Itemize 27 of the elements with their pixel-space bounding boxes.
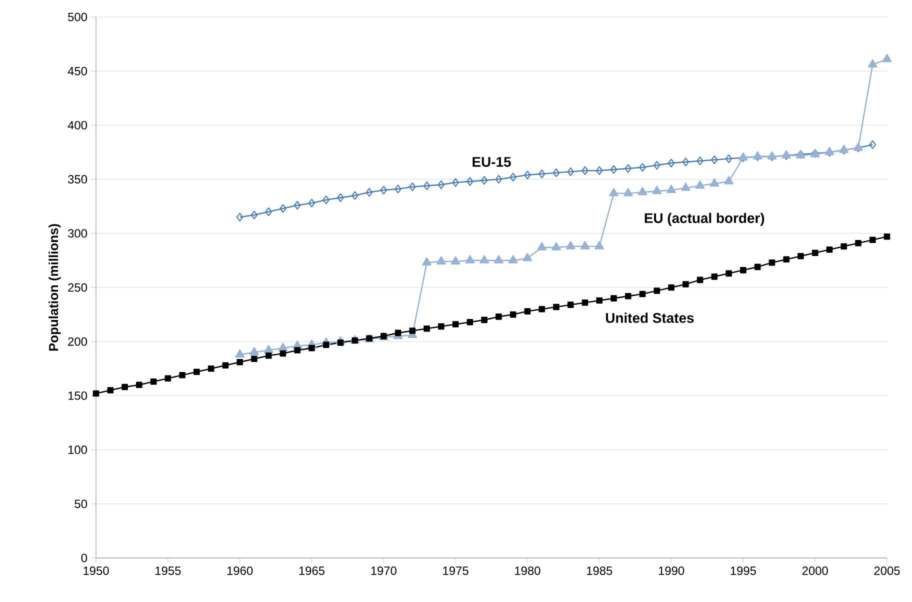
x-tick-label: 1990 xyxy=(658,566,684,575)
y-tick-label: 0 xyxy=(81,554,88,562)
x-tick-label: 2000 xyxy=(802,566,828,575)
series-label: EU (actual border) xyxy=(644,212,764,226)
x-tick-label: 1970 xyxy=(371,566,396,575)
x-tick-label: 1950 xyxy=(84,566,109,575)
x-tick-label: 1980 xyxy=(515,566,540,575)
y-tick-label: 450 xyxy=(68,66,88,76)
x-tick-label: 1975 xyxy=(443,566,468,575)
y-tick-label: 100 xyxy=(68,446,88,454)
series-label: United States xyxy=(606,312,694,323)
x-tick-label: 1985 xyxy=(586,566,612,575)
y-tick-label: 50 xyxy=(74,500,88,508)
series-label: EU-15 xyxy=(472,157,511,167)
y-axis-title: Population (millions) xyxy=(48,224,61,351)
x-tick-label: 1960 xyxy=(227,566,253,575)
x-tick-label: 1995 xyxy=(730,566,756,575)
y-tick-label: 300 xyxy=(68,229,88,238)
y-tick-label: 150 xyxy=(68,391,88,400)
y-tick-label: 350 xyxy=(68,175,88,184)
y-tick-label: 250 xyxy=(68,283,88,292)
x-tick-label: 1965 xyxy=(299,566,325,575)
y-tick-label: 200 xyxy=(68,337,88,346)
y-tick-label: 400 xyxy=(68,120,88,130)
x-tick-label: 1955 xyxy=(156,566,181,575)
y-tick-label: 500 xyxy=(68,12,88,22)
x-tick-label: 2005 xyxy=(874,566,900,575)
